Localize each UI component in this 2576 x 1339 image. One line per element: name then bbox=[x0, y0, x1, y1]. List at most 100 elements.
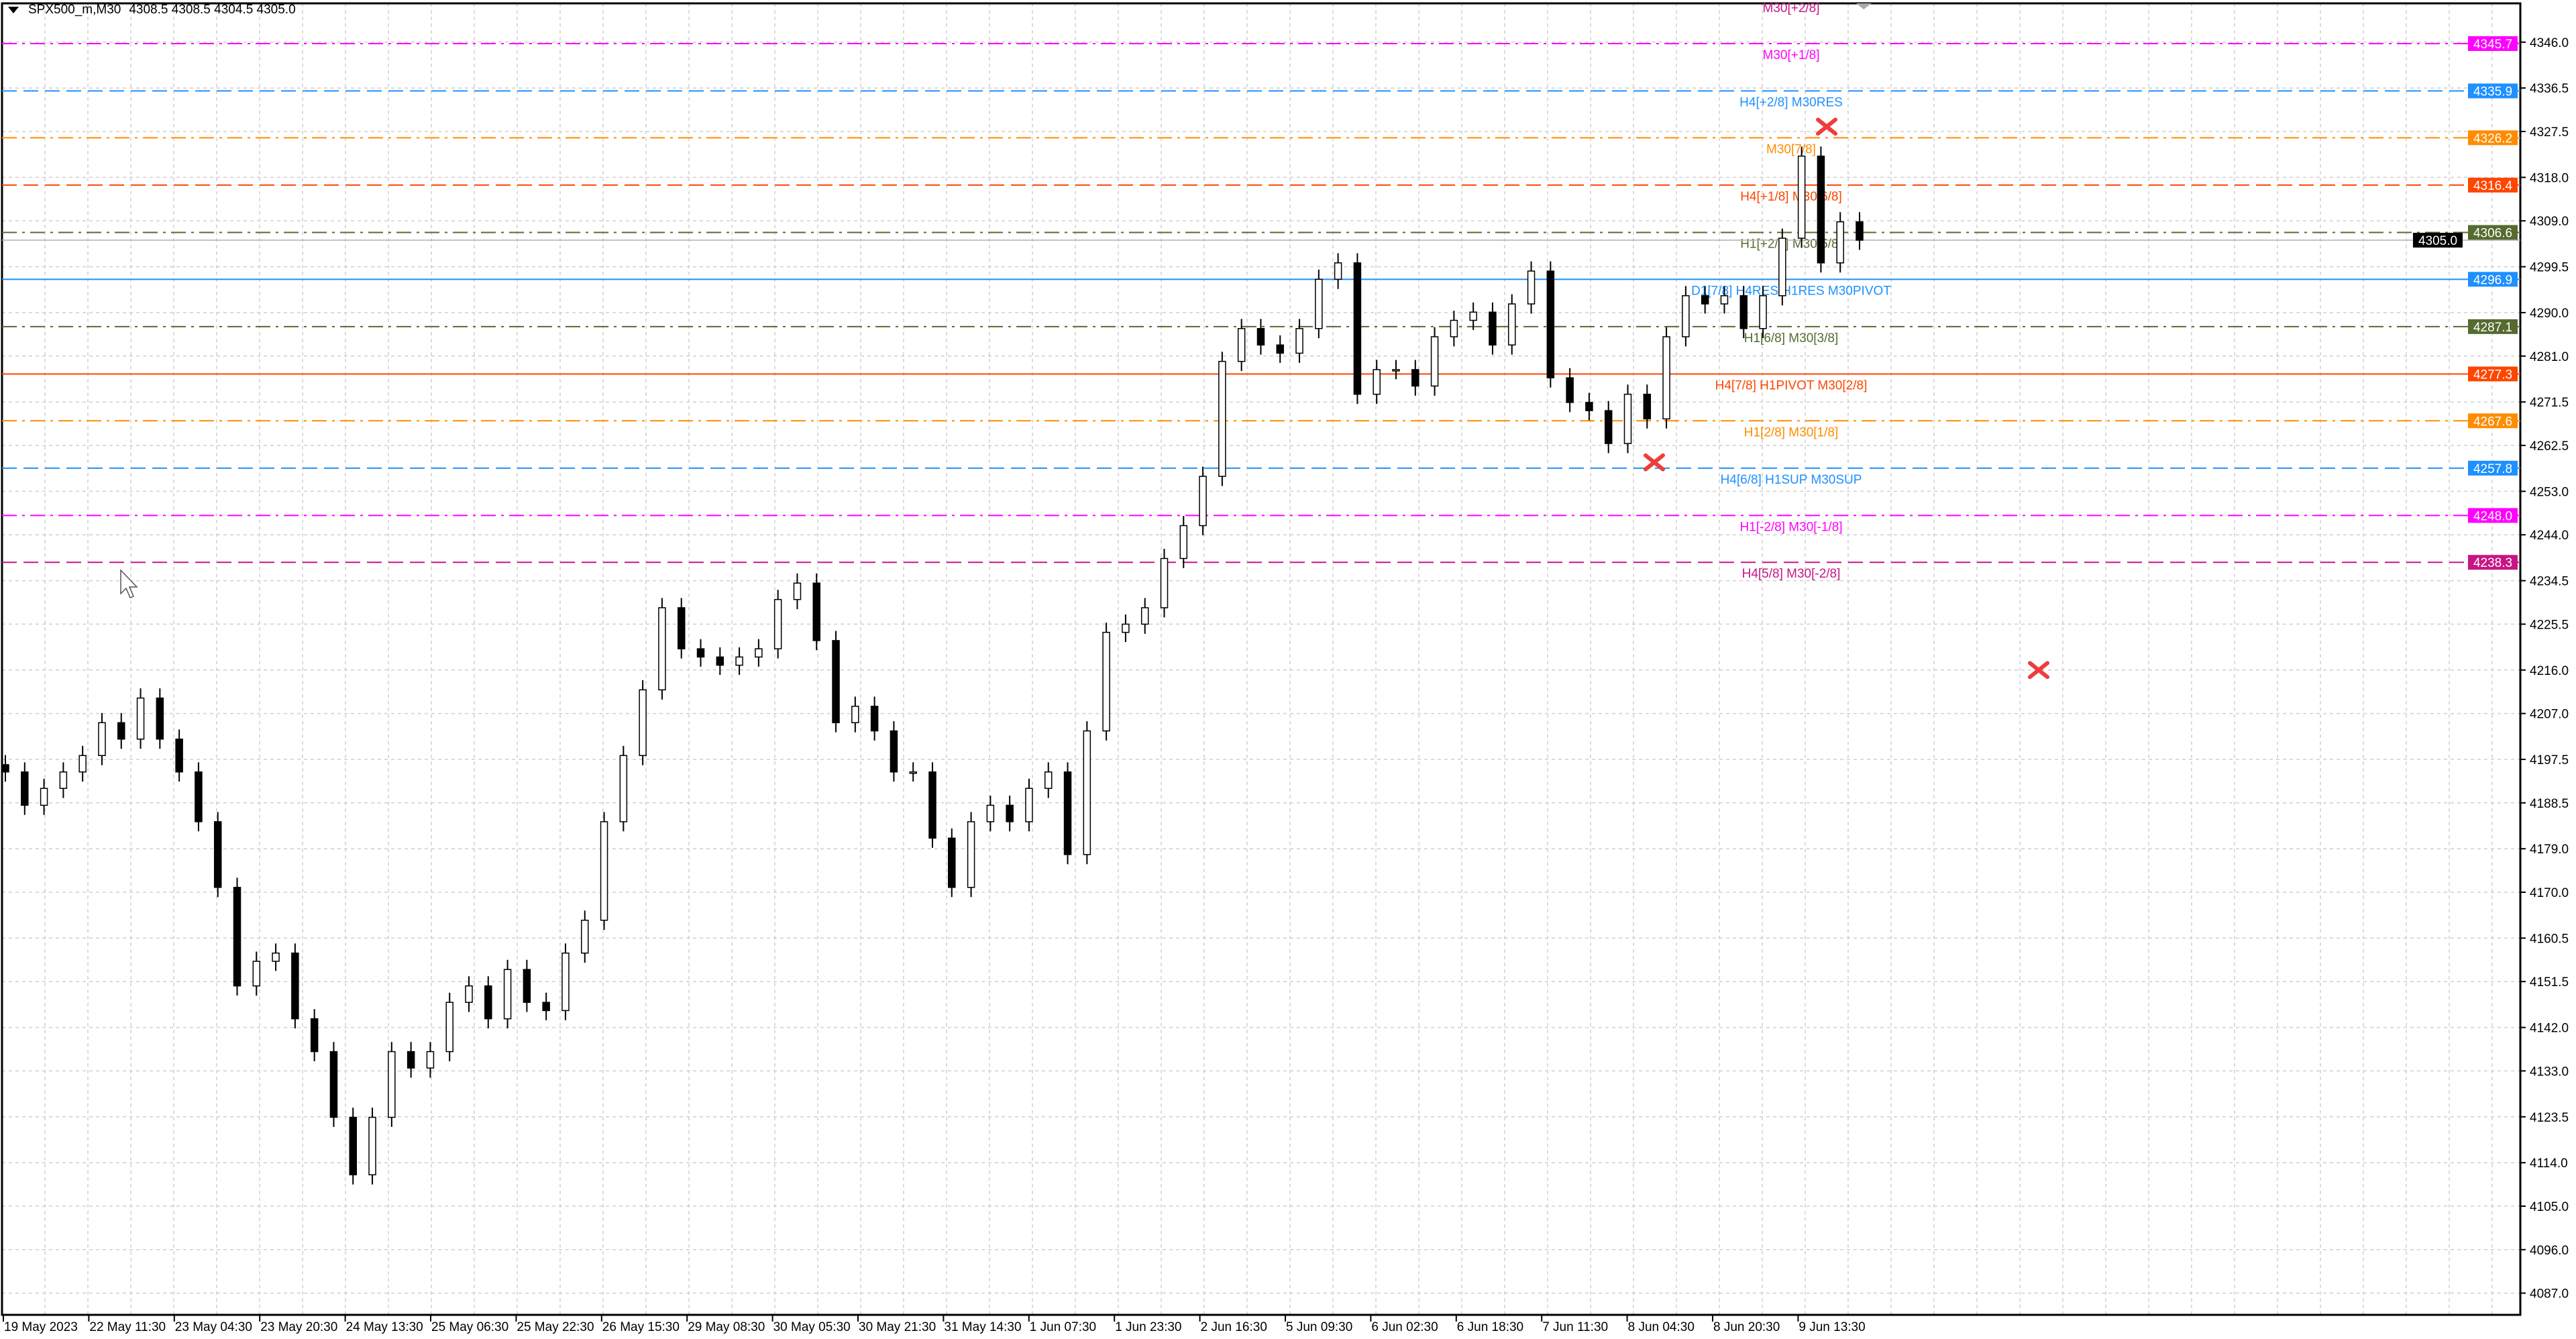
candle-body bbox=[1199, 476, 1207, 527]
x-tick-label: 29 May 08:30 bbox=[688, 1320, 765, 1334]
x-marker-stroke bbox=[1816, 117, 1837, 136]
candle bbox=[1778, 228, 1786, 306]
axis-price-badge bbox=[2468, 36, 2518, 51]
candle bbox=[812, 573, 820, 651]
candle bbox=[773, 590, 782, 659]
candle bbox=[1662, 327, 1670, 429]
x-tick-label: 6 Jun 02:30 bbox=[1371, 1320, 1438, 1334]
candle-body bbox=[658, 607, 666, 691]
level-line-group: D1[7/8] H4RES H1RES M30PIVOT 4296.9 bbox=[2, 272, 2520, 298]
candle-body bbox=[1179, 525, 1188, 559]
x-tick-label: 23 May 04:30 bbox=[175, 1320, 252, 1334]
x-tick-label: 1 Jun 23:30 bbox=[1115, 1320, 1181, 1334]
axis-price-badge-text: 4248.0 bbox=[2473, 509, 2512, 523]
y-tick-label: 4290.0 bbox=[2530, 307, 2569, 321]
candle bbox=[1546, 261, 1555, 388]
candle bbox=[1276, 335, 1284, 363]
candle bbox=[928, 762, 936, 848]
candle-body bbox=[639, 689, 647, 756]
candle bbox=[1623, 384, 1632, 453]
candle bbox=[1585, 392, 1593, 421]
candle bbox=[909, 762, 917, 782]
x-marker-icon bbox=[2028, 661, 2049, 680]
candle bbox=[78, 745, 87, 782]
candle bbox=[890, 721, 898, 782]
candle bbox=[1489, 302, 1497, 355]
candle-body bbox=[98, 722, 106, 756]
candle bbox=[967, 812, 975, 898]
candle-body bbox=[272, 952, 280, 962]
candle-body bbox=[928, 771, 936, 839]
candle-body bbox=[1546, 270, 1555, 378]
level-label: H4[7/8] H1PIVOT M30[2/8] bbox=[1715, 378, 1868, 392]
candle bbox=[1102, 623, 1110, 741]
candle bbox=[349, 1108, 357, 1185]
candle bbox=[310, 1009, 319, 1061]
candle bbox=[1701, 286, 1709, 314]
candle bbox=[581, 910, 589, 963]
candle-body bbox=[1315, 278, 1323, 329]
candle bbox=[1392, 360, 1400, 380]
candle-body bbox=[1006, 804, 1014, 822]
y-tick-label: 4160.5 bbox=[2530, 932, 2569, 946]
axis-price-badge bbox=[2468, 225, 2518, 240]
y-tick-label: 4170.0 bbox=[2530, 886, 2569, 900]
candle bbox=[1450, 311, 1458, 347]
candle-body bbox=[986, 804, 995, 822]
axis-price-badge bbox=[2468, 555, 2518, 570]
candle bbox=[1373, 360, 1381, 405]
axis-price-badge-text: 4287.1 bbox=[2473, 321, 2512, 335]
x-tick-label: 23 May 20:30 bbox=[260, 1320, 337, 1334]
candle-body bbox=[755, 648, 763, 658]
collapse-triangle-icon[interactable] bbox=[8, 6, 19, 13]
candle bbox=[1527, 261, 1536, 314]
level-label: H1[+2/8] M30[5/8] bbox=[1740, 237, 1842, 251]
y-tick-label: 4346.0 bbox=[2530, 36, 2569, 50]
level-label: H4[+1/8] M30[6/8] bbox=[1740, 190, 1842, 204]
level-line-group: H4[+2/8] M30RES 4335.9 bbox=[2, 83, 2520, 110]
candle-body bbox=[1140, 607, 1149, 625]
candle bbox=[1430, 327, 1439, 396]
candle bbox=[851, 696, 859, 733]
candle bbox=[21, 762, 29, 815]
current-price-text: 4305.0 bbox=[2418, 234, 2457, 248]
candle-body bbox=[1682, 295, 1690, 337]
x-tick-label: 25 May 22:30 bbox=[517, 1320, 594, 1334]
candle bbox=[1063, 762, 1072, 865]
grid-lines bbox=[2, 3, 2520, 1315]
candle-body bbox=[1450, 319, 1458, 337]
candle-body bbox=[59, 771, 68, 789]
candle-body bbox=[1102, 631, 1110, 732]
x-tick-label: 26 May 15:30 bbox=[602, 1320, 680, 1334]
candle-body bbox=[117, 722, 125, 740]
candle-body bbox=[484, 985, 492, 1020]
level-label: D1[7/8] H4RES H1RES M30PIVOT bbox=[1691, 284, 1891, 298]
candle bbox=[368, 1108, 376, 1185]
candle bbox=[1817, 146, 1825, 273]
candle bbox=[735, 647, 743, 675]
candle bbox=[716, 647, 724, 675]
y-tick-label: 4234.5 bbox=[2530, 575, 2569, 589]
candle bbox=[1025, 778, 1033, 832]
candle-body bbox=[1, 764, 9, 773]
level-label: M30[+1/8] bbox=[1762, 48, 1819, 62]
candle bbox=[156, 688, 164, 749]
candle bbox=[561, 943, 570, 1020]
candle bbox=[98, 712, 106, 765]
candle-body bbox=[523, 969, 531, 1003]
candle-body bbox=[78, 755, 87, 773]
candle-body bbox=[1237, 328, 1246, 362]
mouse-cursor-icon bbox=[120, 569, 138, 598]
candle-body bbox=[909, 771, 917, 774]
candle-body bbox=[1662, 336, 1670, 420]
level-line-group: H4[7/8] H1PIVOT M30[2/8] 4277.3 bbox=[2, 366, 2520, 392]
candle bbox=[1739, 286, 1748, 339]
axis-price-badge-text: 4296.9 bbox=[2473, 273, 2512, 287]
x-tick-label: 25 May 06:30 bbox=[431, 1320, 508, 1334]
level-label: H1[2/8] M30[1/8] bbox=[1744, 425, 1838, 439]
candle-body bbox=[1739, 295, 1748, 329]
candle bbox=[600, 812, 608, 930]
candle bbox=[40, 778, 48, 815]
candle bbox=[1256, 319, 1265, 355]
